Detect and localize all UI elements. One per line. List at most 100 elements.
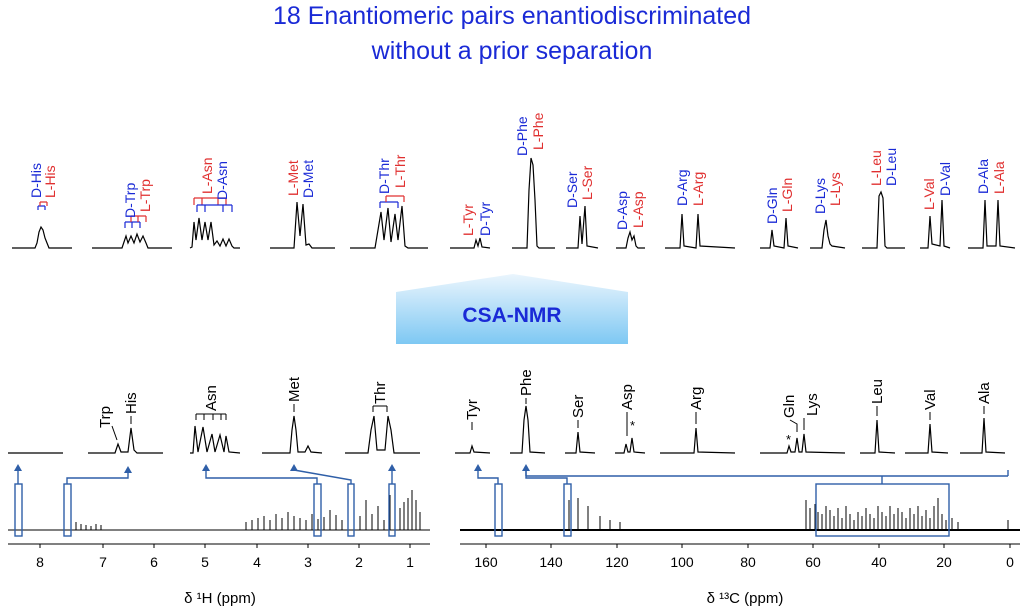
spectrum-thr-enantiomers [350,205,428,249]
arrowhead-thr [388,464,396,471]
bracket-asn [195,413,227,420]
connector-lines-1h [17,469,393,484]
axis-1h-label: δ ¹H (ppm) [184,590,256,607]
spectrum-asn [190,425,241,454]
spectrum-leu [860,419,896,454]
tick-13c-140: 140 [539,554,563,570]
label-l-val: L-Val [921,178,937,210]
peaks-1h [75,488,421,530]
bracket-l-asn [193,197,227,205]
label-l-met: L-Met [285,160,301,196]
spectrum-asn-enantiomers [189,217,240,249]
label-phe: Phe [518,369,535,396]
spectrum-asp-enantiomers [616,229,645,249]
label-l-thr: L-Thr [392,154,408,188]
tick-13c-0: 0 [1006,554,1014,570]
arrowhead-trp [14,464,22,471]
label-d-thr: D-Thr [376,158,392,194]
spectrum-lys-enantiomers [810,219,846,249]
figure-title-line-1: 18 Enantiomeric pairs enantiodiscriminat… [272,2,752,30]
label-d-leu: D-Leu [883,148,899,186]
label-tyr: Tyr [464,399,481,420]
label-trp: Trp [97,406,114,428]
label-d-phe: D-Phe [514,116,530,156]
spectrum-thr [345,415,420,454]
label-leu: Leu [869,379,886,404]
label-ser: Ser [570,395,587,418]
label-l-tyr: L-Tyr [460,204,476,236]
axis-13c-label: δ ¹³C (ppm) [707,590,784,607]
label-d-ser: D-Ser [564,171,580,208]
tick-1h-3: 3 [304,554,312,570]
arrowhead-phe [522,464,530,471]
tick-1h-1: 1 [406,554,414,570]
arrowhead-his [124,466,132,473]
connector-gln [789,419,798,432]
spectrum-ser [565,431,596,454]
tick-13c-160: 160 [474,554,498,570]
spectrum-arg-enantiomers [665,213,736,249]
spectrum-ser-enantiomers [566,205,599,249]
tick-13c-20: 20 [936,554,952,570]
tick-13c-60: 60 [805,554,821,570]
label-l-his: L-His [42,165,58,198]
spectrum-val-enantiomers [920,199,951,249]
spectrum-trp-enantiomers [92,232,172,249]
label-l-lys: L-Lys [827,172,843,206]
tick-1h-2: 2 [355,554,363,570]
label-his: His [123,392,140,414]
bracket-thr [372,405,388,412]
label-val: Val [922,389,939,410]
proton-full-spectrum: 8 7 6 5 4 3 2 1 δ ¹H (ppm) [8,464,430,607]
enantiodiscriminated-spectra: D-His L-His D-Trp L-Trp L-Asn D-Asn L-Me… [12,112,1016,249]
figure-title-line-2: without a prior separation [371,37,653,65]
csa-nmr-arrow-band [396,274,628,344]
racemic-spectra: Trp His Asn Met Thr Tyr Phe Ser Asp Arg … [8,369,1006,454]
spectrum-gln-lys [760,433,846,454]
label-asp: Asp [619,384,636,410]
spectrum-met-enantiomers [270,201,335,249]
label-lys: Lys [804,393,821,416]
spectrum-his-enantiomers [12,225,72,249]
label-d-his: D-His [28,163,44,198]
spectrum-phe-enantiomers [512,157,555,249]
label-l-ala: L-Ala [991,161,1007,194]
arrowhead-asn [202,464,210,471]
tick-13c-40: 40 [871,554,887,570]
spectrum-phe [510,405,546,454]
connector-lines-13c [477,470,1009,484]
label-l-ser: L-Ser [579,165,595,200]
highlight-box-met [347,483,355,537]
bracket-d-thr [379,201,399,208]
label-l-asp: L-Asp [630,191,646,228]
arrowhead-met [290,464,298,471]
spectrum-asp [615,437,646,454]
label-arg: Arg [688,387,705,410]
label-d-val: D-Val [937,162,953,196]
highlight-box-tyr [494,483,503,537]
highlight-box-trp [14,483,23,537]
spectrum-tyr-enantiomers [450,237,491,249]
label-d-met: D-Met [300,160,316,198]
label-gln: Gln [781,395,798,418]
spectrum-gln-enantiomers [760,217,799,249]
tick-1h-5: 5 [201,554,209,570]
csa-nmr-label: CSA-NMR [462,304,561,327]
tick-1h-6: 6 [150,554,158,570]
label-l-leu: L-Leu [868,150,884,186]
label-l-phe: L-Phe [530,112,546,150]
bracket-l-his [39,201,48,206]
impurity-mark-gln: * [786,432,791,447]
label-thr: Thr [372,381,389,404]
spectrum-trp-his [88,427,163,454]
label-d-asp: D-Asp [614,191,630,230]
peaks-13c [568,498,1009,530]
label-d-arg: D-Arg [674,169,690,206]
bracket-d-asn [196,204,233,212]
spectrum-ala-enantiomers [968,199,1016,249]
label-d-tyr: D-Tyr [477,201,493,236]
label-d-trp: D-Trp [122,183,138,218]
label-ala: Ala [976,382,993,404]
bracket-d-his [37,205,46,210]
